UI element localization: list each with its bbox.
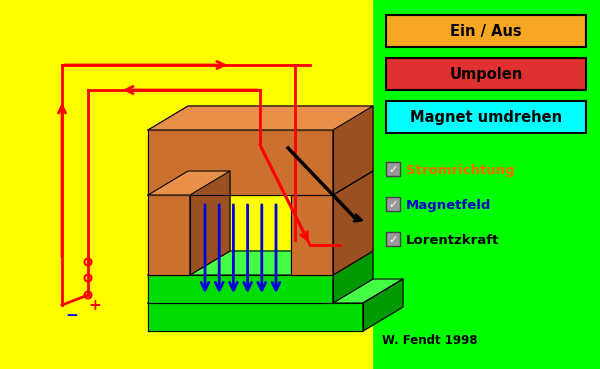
- Text: Stromrichtung: Stromrichtung: [406, 163, 515, 176]
- Bar: [369, 0, 372, 369]
- FancyBboxPatch shape: [386, 15, 586, 47]
- Polygon shape: [148, 171, 230, 195]
- Text: Magnet umdrehen: Magnet umdrehen: [410, 110, 562, 124]
- Text: −: −: [65, 307, 79, 323]
- Bar: [372, 0, 600, 369]
- Text: Magnetfeld: Magnetfeld: [406, 199, 491, 211]
- Text: +: +: [89, 297, 101, 313]
- Text: Umpolen: Umpolen: [449, 66, 523, 82]
- Text: Ein / Aus: Ein / Aus: [450, 24, 522, 38]
- Polygon shape: [148, 303, 363, 331]
- Polygon shape: [291, 195, 333, 275]
- FancyBboxPatch shape: [386, 58, 586, 90]
- Polygon shape: [363, 279, 403, 331]
- Polygon shape: [190, 171, 230, 275]
- Polygon shape: [333, 251, 373, 303]
- Text: Lorentzkraft: Lorentzkraft: [406, 234, 499, 246]
- Text: ✓: ✓: [388, 165, 398, 175]
- Text: ✓: ✓: [388, 200, 398, 210]
- Bar: [386, 162, 400, 176]
- Polygon shape: [148, 251, 373, 275]
- Polygon shape: [148, 106, 373, 130]
- Polygon shape: [148, 130, 333, 195]
- Text: W. Fendt 1998: W. Fendt 1998: [382, 334, 478, 346]
- Text: ✓: ✓: [388, 235, 398, 245]
- Polygon shape: [148, 195, 190, 275]
- Polygon shape: [333, 171, 373, 275]
- Polygon shape: [148, 279, 403, 303]
- Polygon shape: [333, 106, 373, 195]
- FancyBboxPatch shape: [386, 101, 586, 133]
- Polygon shape: [148, 275, 333, 303]
- Bar: [386, 232, 400, 246]
- Bar: [386, 197, 400, 211]
